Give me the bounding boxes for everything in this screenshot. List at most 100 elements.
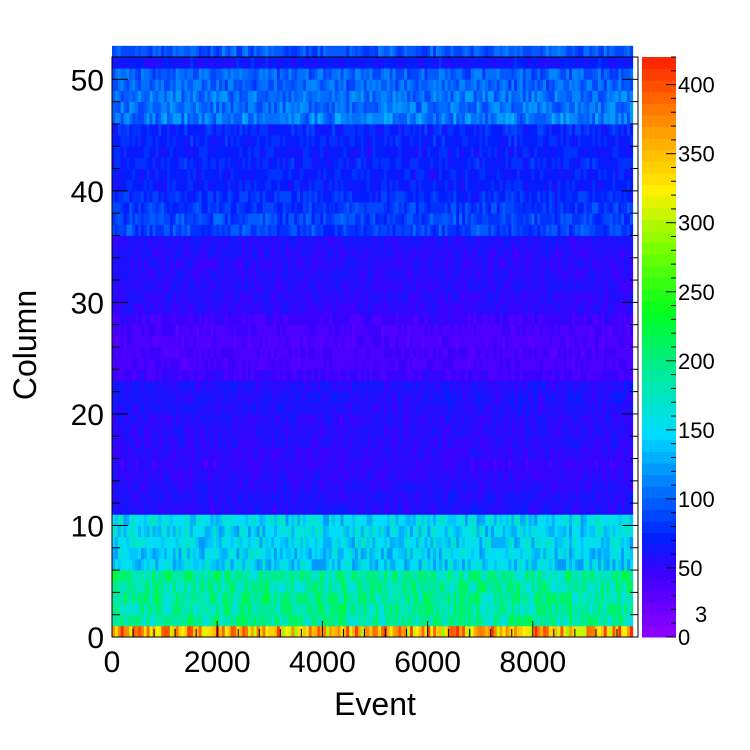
heatmap-cell — [155, 458, 159, 471]
heatmap-cell — [467, 570, 472, 582]
heatmap-cell — [534, 391, 538, 404]
heatmap-cell — [311, 380, 315, 393]
heatmap-cell — [519, 558, 524, 571]
heatmap-cell — [323, 603, 327, 616]
heatmap-cell — [135, 592, 139, 604]
heatmap-cell — [598, 358, 602, 370]
heatmap-cell — [152, 413, 156, 426]
heatmap-cell — [288, 625, 292, 638]
heatmap-cell — [204, 581, 208, 593]
heatmap-cell — [557, 436, 561, 448]
heatmap-cell — [152, 335, 156, 348]
heatmap-cell — [158, 391, 162, 404]
heatmap-cell — [609, 480, 613, 493]
heatmap-cell — [253, 369, 258, 381]
heatmap-cell — [548, 402, 553, 415]
heatmap-cell — [427, 514, 431, 526]
heatmap-cell — [259, 581, 263, 593]
heatmap-cell — [265, 447, 269, 459]
heatmap-cell — [453, 436, 457, 448]
heatmap-cell — [537, 425, 541, 437]
heatmap-cell — [499, 503, 503, 515]
heatmap-cell — [123, 570, 127, 582]
heatmap-cell — [239, 536, 243, 549]
heatmap-cell — [537, 335, 541, 348]
heatmap-cell — [421, 469, 425, 482]
heatmap-cell — [566, 335, 570, 348]
heatmap-cell — [537, 614, 541, 627]
heatmap-cell — [340, 436, 344, 448]
heatmap-cell — [548, 525, 553, 538]
heatmap-cell — [227, 324, 232, 337]
heatmap-cell — [311, 592, 315, 604]
heatmap-cell — [624, 547, 628, 560]
heatmap-cell — [326, 614, 330, 627]
heatmap-cell — [219, 570, 223, 582]
heatmap-cell — [149, 570, 153, 582]
heatmap-cell — [227, 592, 232, 604]
heatmap-cell — [456, 514, 460, 526]
heatmap-cell — [268, 436, 272, 448]
heatmap-cell — [453, 570, 457, 582]
heatmap-cell — [592, 413, 596, 426]
heatmap-cell — [343, 614, 347, 627]
heatmap-cell — [360, 503, 365, 515]
heatmap-cell — [343, 525, 347, 538]
heatmap-cell — [126, 469, 130, 482]
heatmap-cell — [415, 514, 420, 526]
heatmap-cell — [253, 347, 258, 359]
heatmap-cell — [343, 558, 347, 571]
heatmap-cell — [302, 436, 307, 448]
heatmap-cell — [294, 436, 298, 448]
heatmap-cell — [291, 358, 295, 370]
heatmap-cell — [352, 525, 356, 538]
heatmap-cell — [629, 514, 634, 526]
heatmap-cell — [600, 480, 605, 493]
heatmap-cell — [265, 581, 269, 593]
heatmap-cell — [195, 503, 200, 515]
heatmap-cell — [161, 324, 165, 337]
heatmap-cell — [427, 525, 431, 538]
heatmap-cell — [566, 547, 570, 560]
heatmap-cell — [540, 625, 544, 638]
heatmap-cell — [490, 536, 495, 549]
heatmap-cell — [276, 536, 281, 549]
heatmap-cell — [592, 358, 596, 370]
heatmap-cell — [305, 458, 310, 471]
heatmap-cell — [389, 402, 394, 415]
heatmap-cell — [250, 592, 255, 604]
heatmap-cell — [346, 458, 350, 471]
heatmap-cell — [219, 503, 223, 515]
heatmap-cell — [537, 413, 541, 426]
heatmap-cell — [129, 447, 133, 459]
heatmap-cell — [337, 413, 341, 426]
heatmap-cell — [129, 547, 133, 560]
heatmap-cell — [534, 570, 538, 582]
heatmap-cell — [464, 503, 469, 515]
heatmap-cell — [409, 369, 414, 381]
heatmap-cell — [592, 436, 596, 448]
heatmap-cell — [305, 581, 310, 593]
heatmap-cell — [548, 514, 553, 526]
heatmap-cell — [242, 413, 246, 426]
heatmap-cell — [404, 581, 408, 593]
heatmap-cell — [268, 625, 272, 638]
heatmap-cell — [418, 558, 422, 571]
heatmap-cell — [600, 570, 605, 582]
heatmap-cell — [210, 492, 214, 504]
heatmap-cell — [569, 536, 573, 549]
heatmap-cell — [447, 592, 451, 604]
heatmap-cell — [543, 547, 547, 560]
heatmap-cell — [433, 347, 437, 359]
heatmap-cell — [618, 536, 622, 549]
heatmap-cell — [514, 480, 518, 493]
heatmap-cell — [143, 324, 148, 337]
heatmap-cell — [493, 335, 498, 348]
heatmap-cell — [476, 581, 480, 593]
heatmap-cell — [409, 525, 414, 538]
heatmap-cell — [123, 547, 127, 560]
heatmap-cell — [262, 436, 266, 448]
heatmap-cell — [256, 347, 260, 359]
heatmap-cell — [224, 492, 229, 504]
heatmap-cell — [190, 391, 194, 404]
